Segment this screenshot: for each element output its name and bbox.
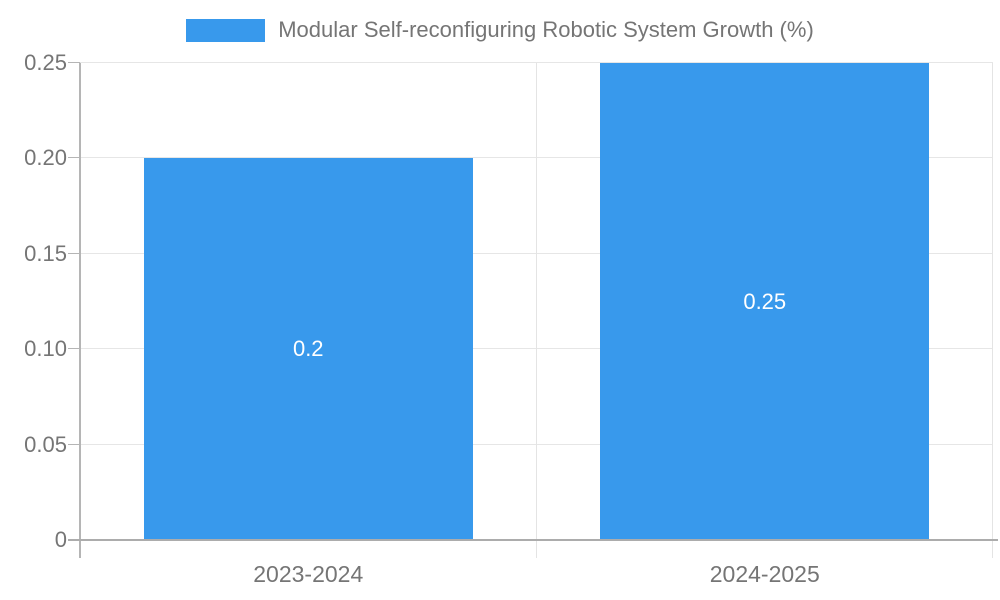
chart-legend[interactable]: Modular Self-reconfiguring Robotic Syste… <box>0 17 1000 43</box>
y-axis-label: 0.05 <box>24 431 67 457</box>
category-separator-line <box>992 63 993 558</box>
legend-label: Modular Self-reconfiguring Robotic Syste… <box>278 17 814 42</box>
x-axis-label: 2023-2024 <box>253 561 364 587</box>
category-separator-line <box>535 63 537 558</box>
gridline <box>80 62 993 63</box>
x-axis-baseline <box>68 539 998 541</box>
y-axis-label: 0.10 <box>24 336 67 362</box>
y-axis-tick <box>68 157 80 159</box>
bar-2024-2025[interactable] <box>600 63 930 540</box>
y-axis-label: 0.20 <box>24 145 67 171</box>
bar-value-label: 0.2 <box>292 336 324 362</box>
y-axis-label: 0.25 <box>24 50 67 75</box>
y-axis-line <box>79 63 81 558</box>
y-axis-label: 0.15 <box>24 240 67 266</box>
plot-area: 0 0.05 0.10 0.15 0.20 0.25 0.2 2023-2024 0.25 202… <box>24 52 998 586</box>
y-axis-tick <box>68 443 80 445</box>
y-axis-label: 0 <box>54 527 67 552</box>
gridline <box>80 443 993 445</box>
legend-swatch-icon <box>186 18 266 42</box>
y-axis-tick <box>68 252 80 254</box>
x-axis-label: 2024-2025 <box>709 561 820 587</box>
gridline <box>80 157 993 159</box>
gridline <box>80 348 993 350</box>
gridline <box>80 252 993 254</box>
y-axis-tick <box>68 62 80 63</box>
y-axis-tick <box>68 348 80 350</box>
bar-value-label: 0.25 <box>743 288 787 314</box>
bar-2023-2024[interactable] <box>143 158 473 540</box>
